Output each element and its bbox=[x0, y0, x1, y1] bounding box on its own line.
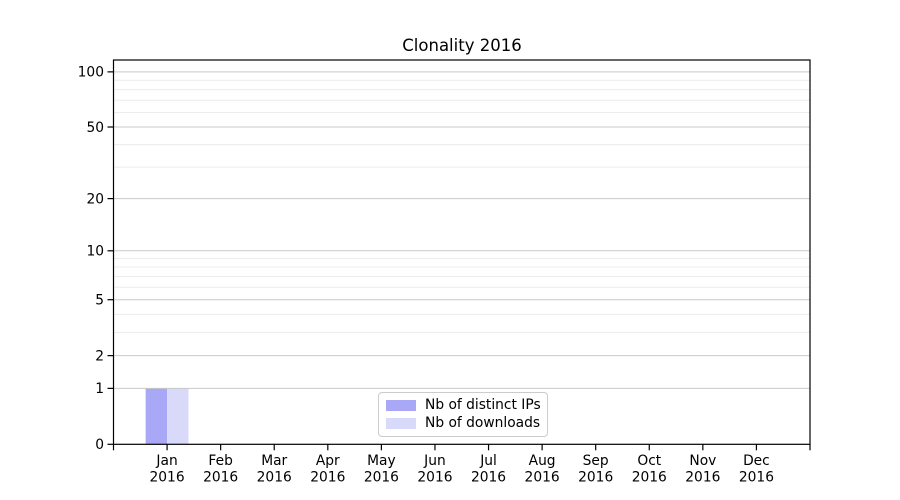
legend-swatch-icon bbox=[386, 400, 416, 411]
legend-item: Nb of distinct IPs bbox=[386, 398, 541, 413]
legend-item: Nb of downloads bbox=[386, 416, 541, 431]
x-tick-label-month: Jul bbox=[479, 453, 497, 469]
x-tick-label-month: Feb bbox=[208, 453, 232, 469]
x-tick-label-year: 2016 bbox=[685, 470, 720, 486]
x-tick-label-month: May bbox=[367, 453, 396, 469]
y-tick-label: 50 bbox=[86, 120, 104, 136]
x-tick-label-year: 2016 bbox=[417, 470, 452, 486]
x-tick-label-month: Jan bbox=[155, 453, 177, 469]
x-tick-label-month: Aug bbox=[529, 453, 556, 469]
legend-swatch-icon bbox=[386, 418, 416, 429]
x-tick-label-year: 2016 bbox=[257, 470, 292, 486]
legend-label: Nb of downloads bbox=[425, 414, 541, 431]
legend: Nb of distinct IPs Nb of downloads bbox=[378, 392, 548, 437]
y-tick-label: 100 bbox=[78, 65, 104, 81]
y-tick-label: 2 bbox=[95, 348, 104, 364]
x-tick-label-month: Sep bbox=[583, 453, 609, 469]
x-tick-label-year: 2016 bbox=[150, 470, 185, 486]
bar-downloads-jan bbox=[167, 388, 189, 445]
x-tick-label-month: Mar bbox=[261, 453, 287, 469]
x-tick-label-month: Jun bbox=[423, 453, 446, 469]
x-tick-label-year: 2016 bbox=[310, 470, 345, 486]
x-tick-label-month: Nov bbox=[689, 453, 716, 469]
legend-label: Nb of distinct IPs bbox=[425, 396, 541, 413]
x-tick-label-year: 2016 bbox=[632, 470, 667, 486]
y-tick-label: 1 bbox=[95, 381, 104, 397]
plot-border bbox=[112, 59, 811, 445]
x-tick-label-year: 2016 bbox=[739, 470, 774, 486]
y-tick-label: 5 bbox=[95, 293, 104, 309]
y-tick-label: 20 bbox=[86, 191, 104, 207]
chart-title: Clonality 2016 bbox=[402, 36, 522, 55]
x-tick-label-year: 2016 bbox=[578, 470, 613, 486]
x-tick-label-year: 2016 bbox=[364, 470, 399, 486]
x-tick-label-month: Oct bbox=[637, 453, 661, 469]
y-tick-label: 0 bbox=[95, 437, 104, 453]
x-tick-label-month: Dec bbox=[743, 453, 770, 469]
y-tick-label: 10 bbox=[86, 244, 104, 260]
x-tick-label-year: 2016 bbox=[203, 470, 238, 486]
x-tick-label-year: 2016 bbox=[525, 470, 560, 486]
x-tick-label-month: Apr bbox=[316, 453, 340, 469]
x-tick-label-year: 2016 bbox=[471, 470, 506, 486]
bar-distinct-ips-jan bbox=[145, 388, 168, 445]
